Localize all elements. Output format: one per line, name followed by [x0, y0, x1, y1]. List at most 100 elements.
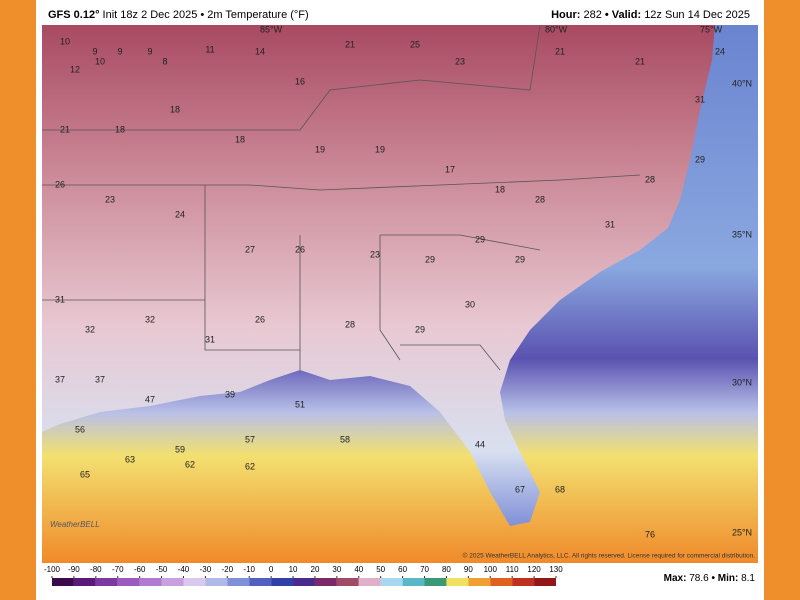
colorbar-segment [490, 578, 513, 586]
hour-label: Hour: [551, 9, 580, 21]
colorbar-segment [446, 578, 469, 586]
colorbar-tick-label: 110 [506, 565, 519, 574]
temperature: 9 [147, 46, 152, 56]
temperature: 12 [70, 64, 80, 74]
colorbar-segment [271, 578, 294, 586]
temperature: 58 [340, 434, 350, 444]
colorbar-tick-label: 90 [464, 565, 473, 574]
temperature: 29 [695, 154, 705, 164]
temperature: 37 [55, 374, 65, 384]
colorbar-tick-label: -30 [200, 565, 212, 574]
temperature: 29 [475, 234, 485, 244]
temperature: 44 [475, 439, 485, 449]
temperature: 18 [235, 134, 245, 144]
stats: Max: 78.6 • Min: 8.1 [664, 573, 756, 584]
latitude-label: 35°N [732, 229, 752, 239]
temperature: 47 [145, 394, 155, 404]
temperature: 18 [170, 104, 180, 114]
colorbar-segment [249, 578, 272, 586]
longitude-label: 80°W [545, 24, 568, 34]
colorbar-tick-label: 70 [420, 565, 429, 574]
temperature: 26 [55, 179, 65, 189]
temperature: 24 [715, 46, 725, 56]
copyright: © 2025 WeatherBELL Analytics, LLC. All r… [463, 552, 756, 560]
temperature: 31 [205, 334, 215, 344]
logo: WeatherBELL [50, 520, 100, 529]
temperature: 26 [295, 244, 305, 254]
temperature: 25 [410, 39, 420, 49]
max-label: Max: [664, 573, 687, 584]
temperature: 29 [425, 254, 435, 264]
temperature: 21 [555, 46, 565, 56]
colorbar-segment [314, 578, 337, 586]
colorbar-segment [512, 578, 535, 586]
temperature: 14 [255, 46, 265, 56]
temperature: 27 [245, 244, 255, 254]
colorbar-segment [52, 578, 74, 586]
temperature: 31 [695, 94, 705, 104]
colorbar-tick-label: 100 [484, 565, 498, 574]
hour: 282 [583, 9, 601, 21]
header-right: Hour: 282 • Valid: 12z Sun 14 Dec 2025 [551, 9, 750, 21]
latitude-label: 25°N [732, 527, 752, 537]
colorbar-tick-label: -90 [68, 565, 80, 574]
colorbar-segment [205, 578, 228, 586]
temperature: 9 [117, 46, 122, 56]
colorbar-segment [336, 578, 359, 586]
latitude-label: 30°N [732, 377, 752, 387]
colorbar-tick-label: 10 [289, 565, 298, 574]
colorbar-segment [380, 578, 403, 586]
colorbar-tick-label: 0 [269, 565, 274, 574]
temperature: 8 [162, 56, 167, 66]
temperature: 23 [455, 56, 465, 66]
header-left: GFS 0.12° Init 18z 2 Dec 2025 • 2m Tempe… [48, 9, 309, 21]
temperature: 67 [515, 484, 525, 494]
temperature: 18 [495, 184, 505, 194]
temperature: 76 [645, 529, 655, 539]
temperature: 19 [315, 144, 325, 154]
colorbar-tick-label: 60 [398, 565, 407, 574]
colorbar-tick-label: 80 [442, 565, 451, 574]
model: GFS 0.12° [48, 9, 99, 21]
temperature: 17 [445, 164, 455, 174]
temperature: 59 [175, 444, 185, 454]
colorbar-segment [402, 578, 425, 586]
temperature: 68 [555, 484, 565, 494]
longitude-label: 85°W [260, 24, 283, 34]
temperature: 10 [60, 36, 70, 46]
temperature: 18 [115, 124, 125, 134]
colorbar-tick-label: -50 [156, 565, 168, 574]
description: Init 18z 2 Dec 2025 • 2m Temperature (°F… [103, 9, 309, 21]
colorbar-tick-label: 120 [527, 565, 541, 574]
colorbar-tick-label: -100 [44, 565, 61, 574]
temperature: 31 [605, 219, 615, 229]
colorbar-tick-label: 40 [354, 565, 363, 574]
colorbar-segment [95, 578, 118, 586]
colorbar-tick-label: -20 [222, 565, 234, 574]
longitude-label: 75°W [700, 24, 723, 34]
temperature: 24 [175, 209, 185, 219]
temperature: 56 [75, 424, 85, 434]
temperature: 9 [92, 46, 97, 56]
colorbar-segment [73, 578, 96, 586]
colorbar-tick-label: 50 [376, 565, 385, 574]
colorbar-segment [293, 578, 315, 586]
colorbar-tick-label: 130 [549, 565, 563, 574]
temperature: 28 [345, 319, 355, 329]
colorbar-tick-label: -70 [112, 565, 124, 574]
colorbar-tick-label: 30 [332, 565, 341, 574]
temperature: 28 [645, 174, 655, 184]
temperature: 21 [60, 124, 70, 134]
temperature: 51 [295, 399, 305, 409]
colorbar: -100 -90 -80 -70 -60 -50 -40 -30 -20 -10 0 10 20 30 40… [44, 565, 563, 586]
temperature: 23 [105, 194, 115, 204]
temperature: 26 [255, 314, 265, 324]
temperature: 29 [415, 324, 425, 334]
land [42, 25, 715, 526]
valid: 12z Sun 14 Dec 2025 [644, 9, 750, 21]
state-borders [42, 24, 641, 371]
temperature: 11 [205, 44, 214, 54]
colorbar-tick-label: 20 [311, 565, 320, 574]
